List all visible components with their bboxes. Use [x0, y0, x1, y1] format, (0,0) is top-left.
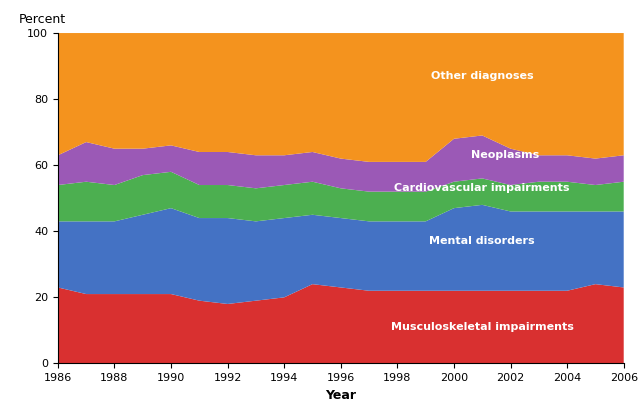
Text: Mental disorders: Mental disorders [430, 236, 535, 246]
Text: Musculoskeletal impairments: Musculoskeletal impairments [391, 322, 574, 332]
X-axis label: Year: Year [325, 389, 356, 402]
Text: Neoplasms: Neoplasms [471, 150, 539, 160]
Text: Other diagnoses: Other diagnoses [431, 71, 534, 81]
Text: Cardiovascular impairments: Cardiovascular impairments [395, 183, 570, 193]
Text: Percent: Percent [18, 14, 66, 26]
